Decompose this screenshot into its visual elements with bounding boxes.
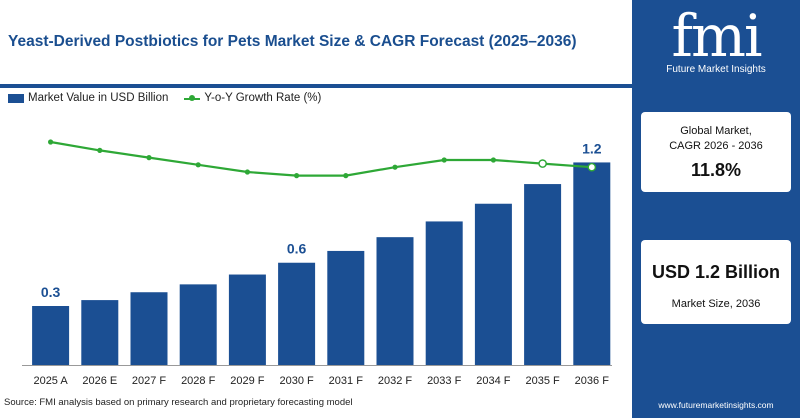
growth-rate-line — [50, 140, 592, 177]
x-tick-label: 2026 E — [82, 375, 117, 387]
growth-rate-point — [244, 169, 250, 175]
growth-rate-point — [48, 139, 54, 145]
chart-area: Yeast-Derived Postbiotics for Pets Marke… — [0, 33, 632, 408]
fmi-logo: fmi Future Market Insights — [632, 6, 800, 75]
cagr-label-line2: CAGR 2026 - 2036 — [669, 140, 763, 152]
legend-bar-label: Market Value in USD Billion — [28, 92, 169, 104]
bar-2036-f — [573, 162, 611, 365]
logo-subtitle: Future Market Insights — [666, 64, 766, 75]
cagr-value: 11.8% — [690, 160, 742, 180]
growth-rate-point — [441, 157, 447, 163]
bar-2035-f — [524, 184, 562, 365]
bar-2030-f — [278, 262, 316, 365]
growth-rate-point — [146, 155, 152, 161]
x-tick-label: 2030 F — [279, 375, 314, 387]
bar-2027-f — [130, 292, 168, 365]
x-tick-label: 2031 F — [329, 375, 364, 387]
legend-line-label: Y-o-Y Growth Rate (%) — [204, 92, 322, 104]
bar-data-label: 0.6 — [287, 241, 307, 257]
x-tick-label: 2028 F — [181, 375, 216, 387]
website-link[interactable]: www.futuremarketinsights.com — [658, 400, 774, 410]
growth-rate-point — [195, 162, 201, 168]
growth-rate-point — [587, 162, 597, 172]
legend-line-swatch — [184, 94, 201, 103]
x-tick-label: 2033 F — [427, 375, 462, 387]
x-tick-label: 2035 F — [525, 375, 560, 387]
bar-2025-a — [32, 306, 70, 365]
combo-chart: 2025 A 2026 E 2027 F 2028 F 2029 F 2030 F 2031… — [22, 139, 612, 387]
bar-2034-f — [474, 203, 512, 365]
source-note: Source: FMI analysis based on primary re… — [4, 397, 353, 408]
bar-data-label: 0.3 — [41, 284, 61, 300]
x-tick-label: 2036 F — [575, 375, 610, 387]
x-tick-label: 2032 F — [378, 375, 413, 387]
title-divider — [0, 84, 632, 88]
bar-2032-f — [376, 237, 414, 365]
bar-2031-f — [327, 250, 365, 365]
bar-2029-f — [228, 274, 266, 365]
legend-bar-swatch — [8, 93, 24, 103]
market-size-card: USD 1.2 Billion Market Size, 2036 — [641, 240, 791, 324]
x-tick-label: 2025 A — [33, 375, 68, 387]
bar-data-label: 1.2 — [582, 140, 602, 156]
bar-2028-f — [179, 284, 217, 365]
bar-2026-e — [81, 300, 119, 365]
growth-rate-point — [490, 157, 496, 163]
logo-mark: fmi — [671, 2, 762, 70]
chart-title: Yeast-Derived Postbiotics for Pets Marke… — [8, 33, 577, 50]
market-size-value: USD 1.2 Billion — [651, 262, 781, 282]
x-tick-label: 2027 F — [132, 375, 167, 387]
bar-2033-f — [425, 221, 463, 365]
cagr-label-line1: Global Market, — [680, 125, 752, 137]
legend: Market Value in USD Billion Y-o-Y Growth… — [8, 92, 321, 104]
market-size-label: Market Size, 2036 — [671, 298, 761, 310]
growth-rate-point — [538, 159, 547, 168]
growth-rate-point — [294, 173, 300, 179]
cagr-card: Global Market, CAGR 2026 - 2036 11.8% — [641, 112, 791, 192]
cagr-label: Global Market, CAGR 2026 - 2036 — [641, 112, 791, 154]
x-tick-label: 2034 F — [476, 375, 511, 387]
growth-rate-point — [392, 164, 398, 170]
growth-rate-point — [97, 147, 103, 153]
growth-rate-point — [343, 173, 349, 179]
x-tick-label: 2029 F — [230, 375, 265, 387]
sidebar-panel: fmi Future Market Insights Global Market… — [632, 0, 800, 418]
